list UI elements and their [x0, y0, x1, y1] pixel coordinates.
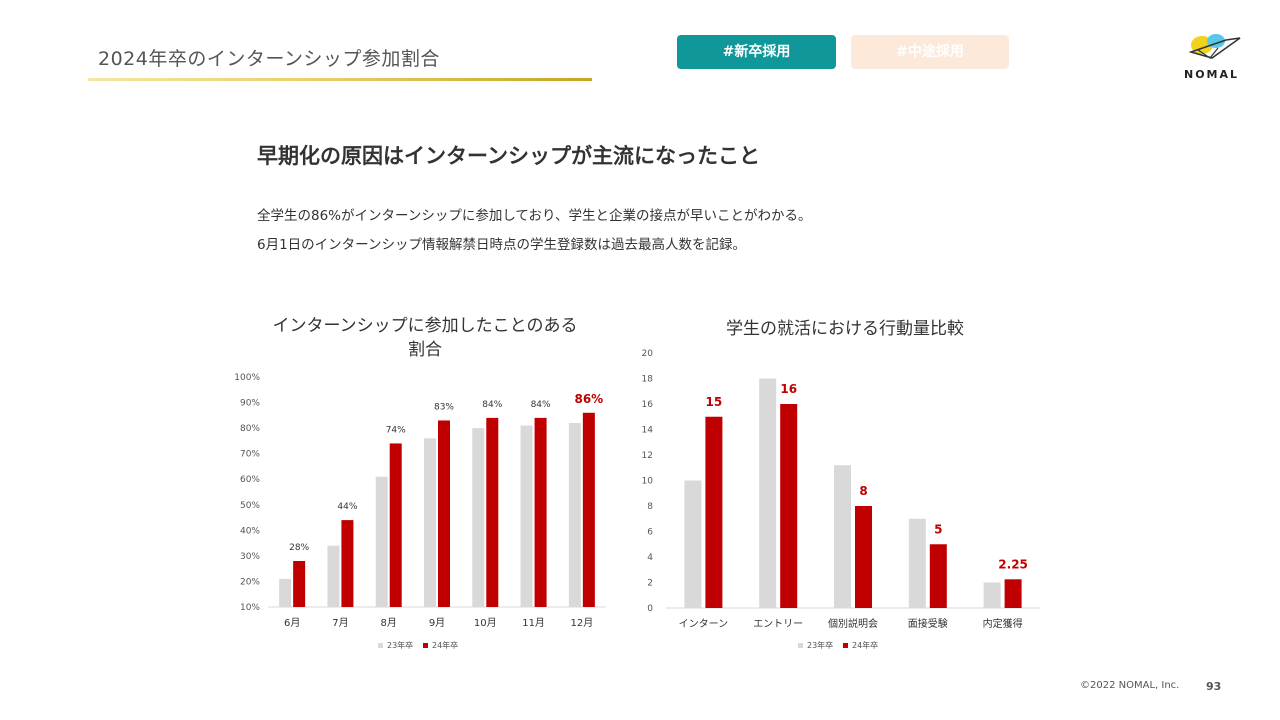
- chart1-bar-24: [293, 561, 306, 607]
- chart1-bar-23: [568, 423, 581, 607]
- chart1-category-label: 8月: [381, 617, 397, 629]
- chart1-data-label: 86%: [574, 392, 603, 406]
- body-line-2: 6月1日のインターンシップ情報解禁日時点の学生登録数は過去最高人数を記録。: [257, 237, 747, 253]
- chart1-legend-label: 23年卒: [387, 640, 413, 650]
- chart2-ytick-label: 10: [642, 477, 654, 487]
- chart2-ytick-label: 14: [642, 426, 654, 436]
- tag-new-grad-button[interactable]: #新卒採用: [677, 35, 836, 69]
- chart1-ytick-label: 30%: [240, 552, 260, 562]
- chart1-data-label: 84%: [531, 400, 551, 410]
- slide-title: 2024年卒のインターンシップ参加割合: [98, 48, 440, 70]
- chart1-ytick-label: 50%: [240, 501, 260, 511]
- chart2-legend-swatch: [843, 643, 848, 648]
- chart2-bar-24: [855, 506, 872, 608]
- chart2-ytick-label: 18: [642, 375, 654, 385]
- chart1-category-label: 11月: [522, 617, 545, 629]
- chart1-bar-23: [279, 578, 292, 607]
- chart1-ytick-label: 20%: [240, 577, 260, 587]
- chart2-ytick-label: 20: [642, 349, 654, 359]
- chart1-legend-label: 24年卒: [432, 640, 458, 650]
- chart1-ytick-label: 40%: [240, 526, 260, 536]
- chart1-bar-24: [534, 417, 547, 607]
- chart2-category-label: エントリー: [753, 619, 803, 630]
- chart2-data-label: 16: [780, 382, 797, 396]
- chart1-ytick-label: 100%: [234, 373, 260, 383]
- chart1-bar-23: [424, 438, 436, 607]
- chart2-bar-23: [983, 582, 1001, 608]
- chart1-legend-swatch: [423, 643, 428, 648]
- chart2-bar-23: [834, 465, 851, 608]
- chart2-category-label: 内定獲得: [983, 617, 1023, 630]
- chart1-ytick-label: 70%: [240, 450, 260, 460]
- chart2-legend-label: 24年卒: [852, 640, 878, 650]
- chart1-data-label: 74%: [386, 425, 406, 435]
- chart2-category-label: 個別説明会: [828, 617, 878, 630]
- chart2-ytick-label: 0: [647, 604, 653, 614]
- chart1-category-label: 9月: [429, 617, 445, 629]
- chart2-ytick-label: 4: [647, 553, 653, 563]
- chart2-bar-24: [929, 544, 947, 608]
- chart1-data-label: 28%: [289, 543, 309, 553]
- chart2-ytick-label: 8: [647, 502, 653, 512]
- title-underline: [88, 78, 592, 81]
- chart2-title-line-1: 学生の就活における行動量比較: [726, 319, 964, 339]
- chart2-legend-swatch: [798, 643, 803, 648]
- tag-mid-career-button[interactable]: #中途採用: [851, 35, 1009, 69]
- chart1-ytick-label: 80%: [240, 424, 260, 434]
- chart2-legend-label: 23年卒: [807, 640, 833, 650]
- chart1-bar-24: [341, 520, 354, 607]
- chart2-data-label: 2.25: [998, 557, 1028, 571]
- chart2-bar-24: [1004, 579, 1022, 608]
- chart1-ytick-label: 10%: [240, 603, 260, 613]
- chart2-ytick-label: 12: [642, 451, 653, 461]
- chart1-bar-23: [327, 545, 340, 607]
- chart2-ytick-label: 16: [642, 400, 654, 410]
- chart1-bar-24: [438, 420, 450, 607]
- chart2-data-label: 8: [859, 484, 867, 498]
- chart1-bar-24: [582, 412, 595, 607]
- chart1-data-label: 44%: [337, 502, 357, 512]
- chart2-bar-23: [759, 378, 777, 608]
- chart1-category-label: 12月: [570, 617, 593, 629]
- footer-copyright: ©2022 NOMAL, Inc.: [1080, 680, 1180, 691]
- logo-wordmark: NOMAL: [1184, 68, 1240, 81]
- chart2-ytick-label: 6: [647, 528, 653, 538]
- chart1-legend-swatch: [378, 643, 383, 648]
- chart1-bar-24: [389, 443, 402, 607]
- page-number: 93: [1206, 680, 1222, 693]
- chart2-bar-23: [684, 480, 702, 608]
- chart1-bar-23: [472, 428, 485, 607]
- chart2-bar-24: [780, 404, 798, 608]
- chart1-category-label: 6月: [284, 617, 300, 629]
- chart1-data-label: 84%: [482, 400, 502, 410]
- chart2-category-label: インターン: [679, 618, 729, 630]
- nomal-logo-icon: [1188, 34, 1241, 59]
- body-line-1: 全学生の86%がインターンシップに参加しており、学生と企業の接点が早いことがわか…: [257, 208, 812, 224]
- chart2-bar-24: [705, 416, 723, 608]
- chart1-bar-24: [486, 417, 499, 607]
- chart1-bar-23: [375, 476, 388, 607]
- chart2-title: 学生の就活における行動量比較: [700, 314, 990, 339]
- chart1-bar-23: [520, 425, 533, 607]
- chart1-title: インターンシップに参加したことのある 割合: [270, 314, 580, 362]
- chart2-data-label: 15: [706, 395, 723, 409]
- chart1-data-label: 83%: [434, 402, 454, 412]
- chart1-ytick-label: 60%: [240, 475, 260, 485]
- chart2-data-label: 5: [934, 522, 942, 536]
- chart2-bar-23: [908, 518, 926, 608]
- chart2-category-label: 面接受験: [908, 617, 948, 630]
- chart1-ytick-label: 90%: [240, 399, 260, 409]
- chart1-title-line-2: 割合: [408, 340, 442, 360]
- chart1-title-line-1: インターンシップに参加したことのある: [272, 316, 578, 336]
- chart1-category-label: 7月: [332, 617, 348, 629]
- headline: 早期化の原因はインターンシップが主流になったこと: [257, 144, 760, 168]
- chart2-ytick-label: 2: [647, 579, 653, 589]
- chart1-category-label: 10月: [474, 617, 497, 629]
